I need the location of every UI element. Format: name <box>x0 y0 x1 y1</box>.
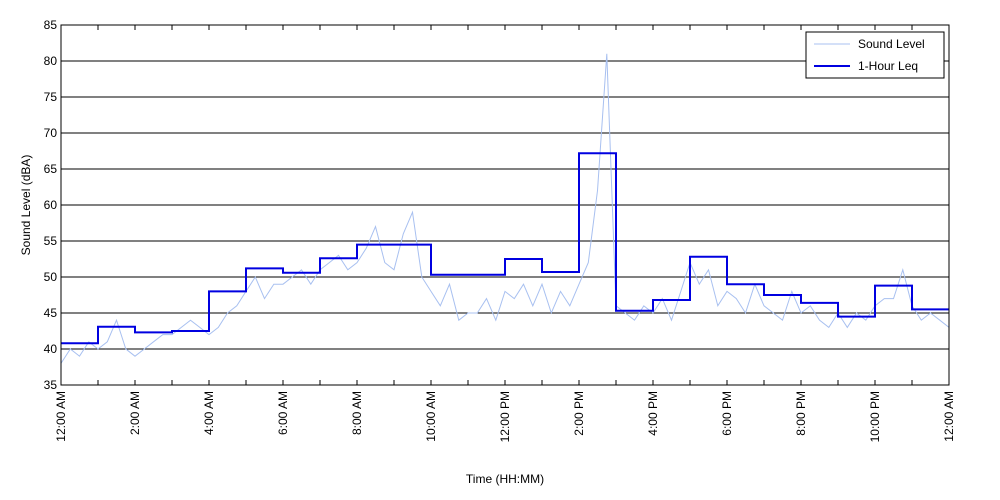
x-tick-label: 12:00 AM <box>942 391 956 442</box>
legend: Sound Level 1-Hour Leq <box>805 31 945 79</box>
y-tick-label: 50 <box>44 270 58 284</box>
legend-label-sound-level: Sound Level <box>858 37 925 51</box>
grid-lines <box>61 60 949 350</box>
x-tick-label: 4:00 PM <box>646 391 660 436</box>
y-tick-label: 85 <box>44 18 58 32</box>
y-tick-label: 40 <box>44 342 58 356</box>
x-tick-label: 12:00 PM <box>498 391 512 442</box>
x-tick-label: 8:00 AM <box>350 391 364 435</box>
y-tick-label: 65 <box>44 162 58 176</box>
x-tick-label: 10:00 PM <box>868 391 882 442</box>
plot-area-frame <box>60 24 950 386</box>
y-tick-label: 45 <box>44 306 58 320</box>
plot-series <box>60 53 950 364</box>
x-tick-label: 6:00 PM <box>720 391 734 436</box>
y-tick-label: 80 <box>44 54 58 68</box>
y-tick-label: 35 <box>44 378 58 392</box>
x-tick-label: 6:00 AM <box>276 391 290 435</box>
x-tick-label: 12:00 AM <box>54 391 68 442</box>
y-tick-label: 55 <box>44 234 58 248</box>
x-tick-label: 8:00 PM <box>794 391 808 436</box>
x-tick-label: 10:00 AM <box>424 391 438 442</box>
x-axis-title: Time (HH:MM) <box>466 472 544 486</box>
legend-label-1-hour-leq: 1-Hour Leq <box>858 59 918 73</box>
x-tick-label: 4:00 AM <box>202 391 216 435</box>
x-tick-label: 2:00 AM <box>128 391 142 435</box>
y-tick-label: 60 <box>44 198 58 212</box>
series-line-sound-level <box>60 53 950 364</box>
y-tick-label: 70 <box>44 126 58 140</box>
series-line-1-hour-leq <box>61 152 949 345</box>
y-axis-title: Sound Level (dBA) <box>19 155 33 256</box>
x-tick-label: 2:00 PM <box>572 391 586 436</box>
legend-box <box>805 31 945 79</box>
x-axis-ticks: 12:00 AM 2:00 AM 4:00 AM 6:00 AM 8:00 AM 10:0… <box>54 25 956 442</box>
y-tick-label: 75 <box>44 90 58 104</box>
